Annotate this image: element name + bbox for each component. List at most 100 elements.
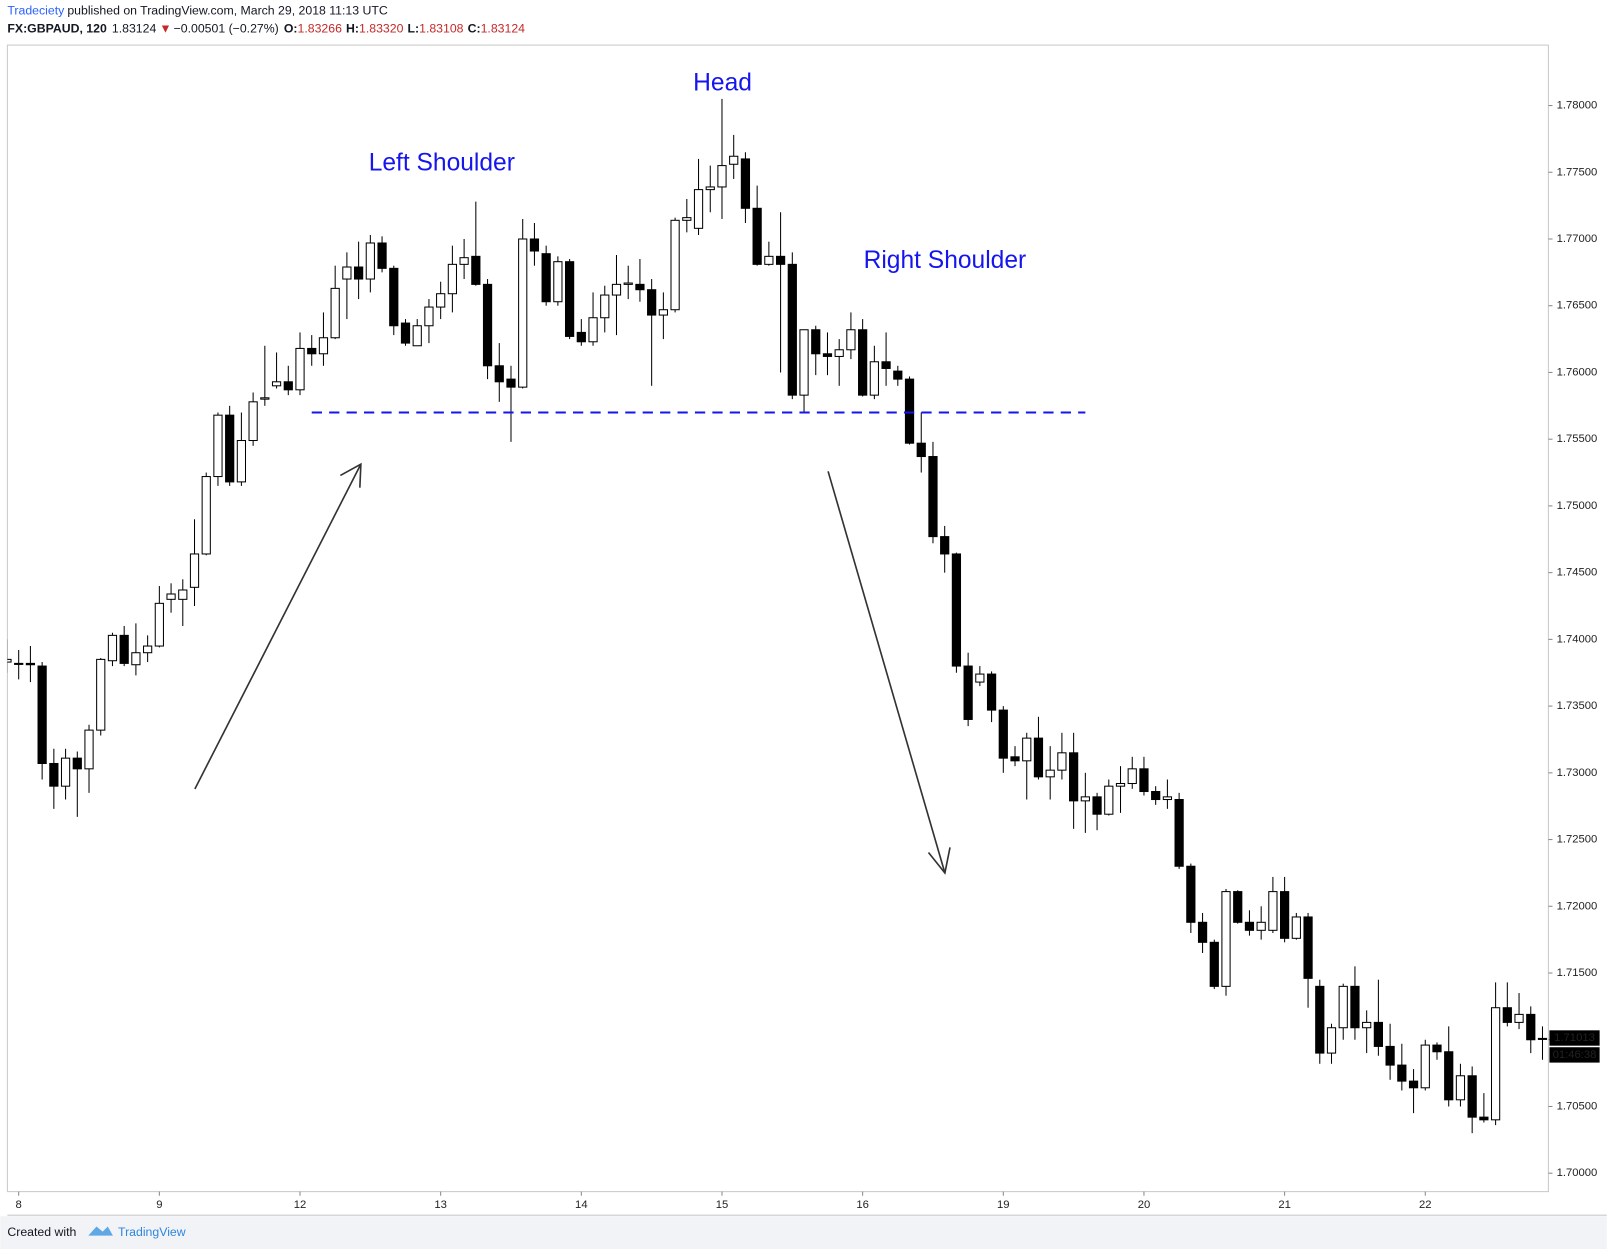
y-tick-label: 1.73500 — [1557, 700, 1598, 712]
candle-body — [1315, 985, 1325, 1054]
candle-body — [1291, 916, 1301, 939]
candle-body — [377, 242, 387, 269]
candle-body — [1256, 921, 1266, 931]
candle-body — [1010, 756, 1020, 762]
countdown-box — [1549, 1047, 1600, 1063]
candle-body — [201, 476, 211, 555]
candle-body — [1338, 985, 1348, 1029]
annotation: Left Shoulder — [369, 149, 515, 176]
candle-body — [811, 329, 821, 355]
candle-body — [14, 662, 24, 665]
candle-body — [307, 347, 317, 355]
c-value: 1.83124 — [481, 22, 526, 36]
candle-body — [1115, 782, 1126, 787]
candle-body — [1197, 921, 1208, 943]
candle-body — [1479, 1116, 1489, 1121]
footer-brand[interactable]: TradingView — [118, 1225, 186, 1239]
candle-body — [1373, 1021, 1383, 1047]
candle-body — [658, 309, 668, 316]
candle-body — [1537, 1037, 1548, 1040]
candle-body — [506, 378, 516, 388]
candle-body — [822, 353, 833, 357]
candle-body — [447, 263, 457, 295]
candle-body — [1080, 796, 1090, 802]
candle-body — [1209, 941, 1219, 987]
publisher[interactable]: Tradeciety — [7, 4, 65, 18]
candle-body — [682, 217, 692, 221]
candle-body — [1362, 1021, 1372, 1029]
y-tick-label: 1.72500 — [1557, 834, 1598, 846]
y-tick-label: 1.70500 — [1557, 1100, 1598, 1112]
candle-body — [553, 261, 563, 303]
candle-body — [494, 365, 504, 383]
up-arrow-head — [339, 462, 362, 488]
candle-body — [213, 414, 223, 478]
candle-body — [318, 337, 329, 355]
candle-body — [881, 361, 891, 369]
candle-body — [84, 729, 94, 770]
o-value: 1.83266 — [298, 22, 343, 36]
candle-body — [1244, 921, 1255, 931]
x-tick-label: 8 — [16, 1199, 22, 1211]
y-tick-label: 1.76500 — [1557, 300, 1598, 312]
candle-body — [1350, 985, 1360, 1029]
y-tick-label: 1.70000 — [1557, 1167, 1598, 1179]
candle-body — [471, 255, 481, 285]
y-tick-label: 1.76000 — [1557, 366, 1598, 378]
candle-body — [740, 158, 751, 209]
candle-body — [1432, 1044, 1442, 1053]
candle-body — [858, 329, 868, 396]
candle-body — [412, 325, 422, 347]
candle-body — [764, 255, 774, 265]
candle-body — [295, 347, 305, 391]
candle-body — [1033, 737, 1044, 778]
candle-body — [576, 331, 586, 343]
candle-body — [1092, 796, 1102, 815]
candle-body — [1186, 865, 1196, 923]
y-tick-label: 1.74000 — [1557, 633, 1598, 645]
x-tick-label: 12 — [294, 1199, 307, 1211]
candle-body — [1397, 1064, 1407, 1082]
l-label: L: — [408, 22, 420, 36]
x-tick-label: 16 — [856, 1199, 869, 1211]
candle-body — [975, 673, 985, 683]
y-tick-label: 1.74500 — [1557, 567, 1598, 579]
candle-body — [1104, 785, 1114, 815]
candle-body — [635, 283, 645, 291]
candle-body — [951, 553, 962, 667]
candle-body — [588, 317, 598, 343]
candle-body — [1444, 1051, 1454, 1101]
candle-body — [541, 253, 551, 303]
candle-body — [60, 757, 71, 787]
candle-body — [1455, 1075, 1466, 1101]
candle-body — [283, 381, 293, 391]
candle-body — [119, 634, 129, 664]
last: 1.83124 — [112, 22, 157, 36]
y-tick-label: 1.75500 — [1557, 433, 1598, 445]
candle-body — [1057, 752, 1067, 771]
x-tick-label: 13 — [434, 1199, 447, 1211]
header-line: Tradeciety published on TradingView.com, … — [7, 4, 388, 18]
candle-body — [154, 602, 164, 647]
x-tick-label: 21 — [1278, 1199, 1291, 1211]
y-tick-label: 1.77500 — [1557, 166, 1598, 178]
candle-body — [518, 238, 528, 388]
candle-body — [1514, 1013, 1524, 1023]
y-tick-label: 1.77000 — [1557, 233, 1598, 245]
candle-body — [904, 378, 915, 444]
candle-body — [260, 397, 270, 400]
candle-body — [1022, 737, 1032, 762]
candle-body — [623, 282, 633, 285]
candle-body — [986, 673, 997, 711]
symbol-line: FX:GBPAUD, 120 1.83124 ▼ −0.00501 (−0.27%) O… — [7, 22, 525, 36]
candle-body — [1385, 1045, 1395, 1066]
candle-body — [330, 287, 340, 339]
x-tick-label: 14 — [575, 1199, 588, 1211]
x-tick-label: 22 — [1419, 1199, 1432, 1211]
candle-body — [1490, 1007, 1501, 1121]
candle-body — [1127, 768, 1137, 785]
candle-body — [1162, 796, 1173, 801]
candle-body — [400, 322, 411, 344]
